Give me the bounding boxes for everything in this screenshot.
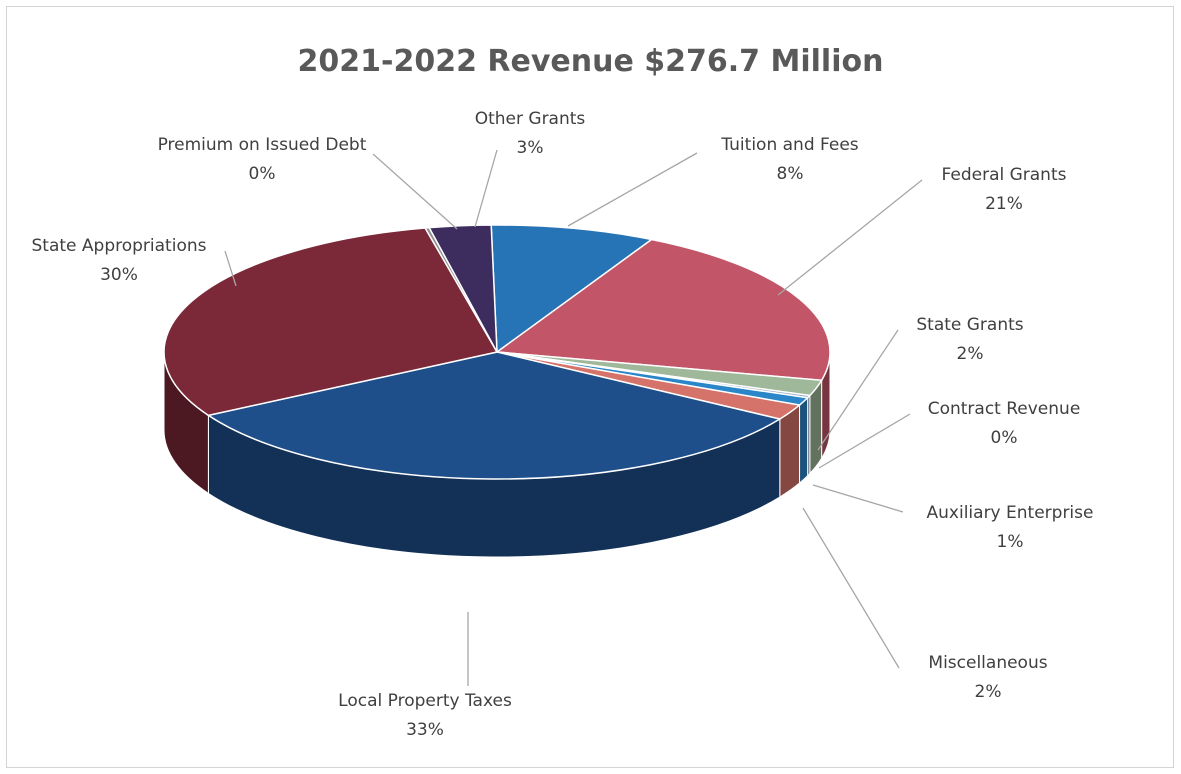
slice-label-other-grants: Other Grants bbox=[475, 109, 586, 129]
chart-title: 2021-2022 Revenue $276.7 Million bbox=[297, 44, 884, 79]
slice-label-auxiliary-enterprise: Auxiliary Enterprise bbox=[927, 503, 1094, 523]
slice-tuition-and-fees bbox=[490, 224, 654, 354]
slice-percent-state-grants: 2% bbox=[957, 344, 984, 364]
leader-line-tuition-and-fees bbox=[567, 152, 698, 227]
slice-local-property-taxes bbox=[206, 351, 782, 480]
slice-label-federal-grants: Federal Grants bbox=[942, 165, 1067, 185]
slice-percent-contract-revenue: 0% bbox=[991, 428, 1018, 448]
slice-label-state-grants: State Grants bbox=[916, 315, 1023, 335]
leader-line-premium-on-issued-debt bbox=[372, 153, 458, 230]
leader-line-miscellaneous bbox=[802, 507, 900, 669]
slice-percent-state-appropriations: 30% bbox=[100, 265, 138, 285]
slice-label-miscellaneous: Miscellaneous bbox=[928, 653, 1047, 673]
side-auxiliary-enterprise bbox=[799, 396, 809, 485]
leader-line-state-appropriations bbox=[224, 250, 237, 287]
side-miscellaneous bbox=[779, 404, 801, 498]
leader-line-state-grants bbox=[817, 329, 899, 451]
leader-line-auxiliary-enterprise bbox=[812, 484, 904, 513]
slice-label-state-appropriations: State Appropriations bbox=[32, 236, 207, 256]
slice-label-premium-on-issued-debt: Premium on Issued Debt bbox=[158, 135, 367, 155]
slice-label-tuition-and-fees: Tuition and Fees bbox=[720, 135, 858, 155]
slice-percent-federal-grants: 21% bbox=[985, 194, 1023, 214]
leader-line-federal-grants bbox=[777, 179, 923, 296]
slice-percent-premium-on-issued-debt: 0% bbox=[249, 164, 276, 184]
slice-federal-grants bbox=[494, 238, 831, 382]
slice-percent-local-property-taxes: 33% bbox=[406, 720, 444, 740]
slice-percent-miscellaneous: 2% bbox=[975, 682, 1002, 702]
leader-line-other-grants bbox=[474, 149, 498, 228]
slice-percent-other-grants: 3% bbox=[517, 138, 544, 158]
slice-label-contract-revenue: Contract Revenue bbox=[928, 399, 1081, 419]
leader-line-contract-revenue bbox=[818, 413, 911, 469]
slice-percent-tuition-and-fees: 8% bbox=[777, 164, 804, 184]
slice-state-appropriations bbox=[163, 227, 499, 417]
slice-other-grants bbox=[427, 224, 498, 353]
slice-label-local-property-taxes: Local Property Taxes bbox=[338, 691, 512, 711]
slice-percent-auxiliary-enterprise: 1% bbox=[997, 532, 1024, 552]
